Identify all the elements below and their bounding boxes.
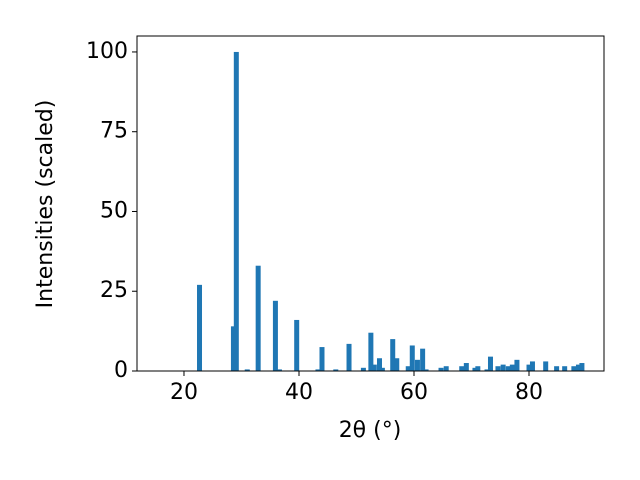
bar bbox=[379, 367, 385, 371]
bar bbox=[244, 369, 250, 371]
bar bbox=[346, 343, 352, 371]
bar bbox=[368, 332, 374, 371]
bar bbox=[414, 359, 420, 371]
x-tick-label: 60 bbox=[400, 380, 428, 405]
bar bbox=[333, 369, 339, 371]
bar bbox=[197, 284, 203, 371]
y-axis-label: Intensities (scaled) bbox=[33, 100, 58, 309]
plot-frame bbox=[136, 35, 605, 372]
bar bbox=[376, 358, 382, 371]
bar bbox=[438, 367, 444, 371]
bar bbox=[255, 265, 261, 371]
bar bbox=[500, 364, 506, 371]
bar bbox=[360, 367, 366, 371]
bar bbox=[423, 369, 429, 371]
x-tick-label: 80 bbox=[515, 380, 543, 405]
bar bbox=[514, 359, 520, 371]
bar bbox=[475, 366, 481, 371]
bar bbox=[294, 319, 300, 371]
bar bbox=[420, 348, 426, 371]
x-axis-label: 2θ (°) bbox=[339, 418, 402, 443]
x-tick-label: 40 bbox=[285, 380, 313, 405]
bar bbox=[495, 366, 501, 371]
bar bbox=[272, 300, 278, 371]
bar bbox=[276, 369, 282, 371]
y-tick-label: 75 bbox=[100, 119, 128, 144]
bar bbox=[554, 366, 560, 371]
y-tick-label: 100 bbox=[86, 39, 128, 64]
bar bbox=[526, 364, 532, 371]
bar bbox=[443, 366, 449, 371]
bar bbox=[233, 51, 239, 371]
bar bbox=[315, 369, 321, 371]
bar bbox=[562, 366, 568, 371]
bar bbox=[575, 364, 581, 371]
bar bbox=[230, 326, 236, 371]
bar bbox=[394, 358, 400, 371]
bar bbox=[529, 361, 535, 371]
bar bbox=[409, 345, 415, 371]
bar bbox=[579, 363, 585, 371]
bar bbox=[459, 366, 465, 371]
bar bbox=[390, 339, 396, 371]
bar bbox=[463, 363, 469, 371]
bar bbox=[371, 364, 377, 371]
y-tick-label: 0 bbox=[114, 358, 128, 383]
bar bbox=[543, 361, 549, 371]
bar bbox=[487, 356, 493, 371]
y-tick-label: 25 bbox=[100, 278, 128, 303]
y-tick-label: 50 bbox=[100, 198, 128, 223]
bar bbox=[484, 369, 490, 371]
bar bbox=[505, 366, 511, 371]
x-tick-label: 20 bbox=[170, 380, 198, 405]
bar bbox=[472, 367, 478, 371]
bar bbox=[571, 366, 577, 371]
bar bbox=[319, 347, 325, 371]
bar bbox=[405, 366, 411, 371]
bar bbox=[509, 364, 515, 371]
